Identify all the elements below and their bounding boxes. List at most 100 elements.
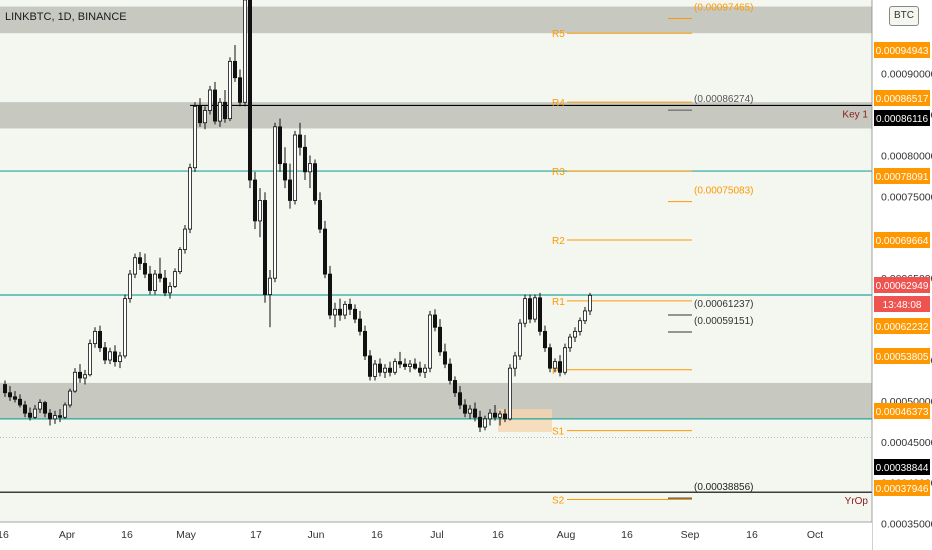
candle-body	[583, 310, 588, 322]
candle-body	[113, 351, 118, 363]
pivot-label: S1	[552, 427, 565, 438]
candle-body	[192, 105, 197, 169]
candle-body	[497, 413, 502, 418]
candle-body	[12, 396, 17, 400]
candle-body	[222, 101, 227, 120]
candle-body	[98, 330, 103, 349]
candle-body	[317, 200, 322, 230]
candle-body	[322, 228, 327, 275]
horizontal-level-label: Key 1	[842, 109, 868, 120]
y-axis-tag-label: 0.00046373	[876, 407, 929, 418]
candle-body	[232, 60, 237, 79]
candle-body	[83, 374, 88, 379]
candle-body	[152, 273, 157, 291]
y-axis-tag	[874, 42, 930, 58]
candle-body	[197, 105, 202, 124]
candle-body	[63, 404, 68, 418]
x-tick-label: Sep	[681, 529, 700, 541]
zone-band	[0, 382, 872, 419]
x-tick-label: Oct	[807, 529, 823, 541]
candle-body	[518, 322, 523, 357]
candle-body	[553, 361, 558, 369]
candle-body	[132, 257, 137, 275]
candle-body	[472, 408, 477, 418]
y-axis-tag-label: 0.00062949	[876, 281, 929, 292]
y-axis-tag-label: 0.00038844	[876, 463, 929, 474]
candle-body	[137, 257, 142, 264]
candle-body	[167, 285, 172, 294]
x-tick-label: Jul	[430, 529, 443, 541]
currency-badge[interactable]: BTC	[889, 6, 919, 26]
candle-body	[528, 298, 533, 320]
candle-body	[108, 351, 113, 361]
y-axis-tag	[874, 110, 930, 126]
candle-body	[337, 308, 342, 316]
candle-body	[372, 363, 377, 377]
candle-body	[287, 179, 292, 201]
y-axis-tag	[874, 232, 930, 248]
zone-band	[0, 102, 872, 129]
pivot-label: R5	[552, 29, 565, 40]
pivot-label: S2	[552, 496, 565, 507]
candle-body	[588, 294, 593, 312]
candle-body	[147, 273, 152, 291]
candle-body	[88, 343, 93, 376]
candle-body	[548, 347, 553, 369]
y-axis-tag	[874, 90, 930, 106]
candle-body	[382, 367, 387, 373]
x-tick-label: 16	[371, 529, 383, 541]
candle-body	[427, 314, 432, 369]
y-axis-tag	[874, 480, 930, 496]
value-label: (0.00097465)	[694, 3, 754, 14]
time-axis-bg	[0, 522, 872, 550]
candle-body	[568, 336, 573, 349]
candle-body	[157, 273, 162, 279]
candle-body	[177, 249, 182, 273]
chart-title: LINKBTC, 1D, BINANCE	[5, 11, 127, 23]
candle-body	[123, 298, 128, 357]
candle-body	[93, 330, 98, 345]
candle-body	[267, 277, 272, 295]
x-tick-label: 16	[121, 529, 133, 541]
candle-body	[78, 371, 83, 379]
pivot-label: R3	[552, 167, 565, 178]
y-tick-label: 0.00080000	[881, 150, 932, 162]
y-axis-tag-label: 0.00069664	[876, 236, 929, 247]
candle-body	[227, 60, 232, 120]
candle-body	[242, 0, 247, 103]
candle-body	[252, 179, 257, 222]
candle-body	[247, 0, 252, 181]
candle-body	[513, 355, 518, 369]
candle-body	[7, 392, 12, 398]
y-axis-tag-label: 0.00086116	[876, 114, 929, 125]
candle-body	[22, 404, 27, 414]
candle-body	[103, 347, 108, 361]
y-tick-label: 0.00035000	[881, 519, 932, 531]
candle-body	[538, 297, 543, 332]
candle-body	[327, 273, 332, 316]
candle-body	[118, 355, 123, 363]
candle-body	[367, 355, 372, 377]
candle-body	[467, 408, 472, 414]
candle-body	[397, 361, 402, 365]
pivot-label: R4	[552, 98, 565, 109]
candle-body	[27, 412, 32, 418]
candle-body	[573, 330, 578, 338]
candle-body	[432, 314, 437, 328]
candle-body	[452, 380, 457, 394]
candle-body	[182, 228, 187, 250]
candle-body	[237, 77, 242, 103]
y-axis-tag-label: 0.00062232	[876, 322, 929, 333]
candle-body	[462, 404, 467, 414]
candle-body	[277, 126, 282, 165]
candle-body	[38, 402, 43, 410]
candle-body	[332, 308, 337, 316]
candle-body	[212, 89, 217, 122]
candle-body	[407, 363, 412, 367]
pivot-label: R1	[552, 297, 565, 308]
candle-body	[187, 167, 192, 230]
candle-body	[53, 415, 58, 420]
candle-body	[43, 402, 48, 414]
